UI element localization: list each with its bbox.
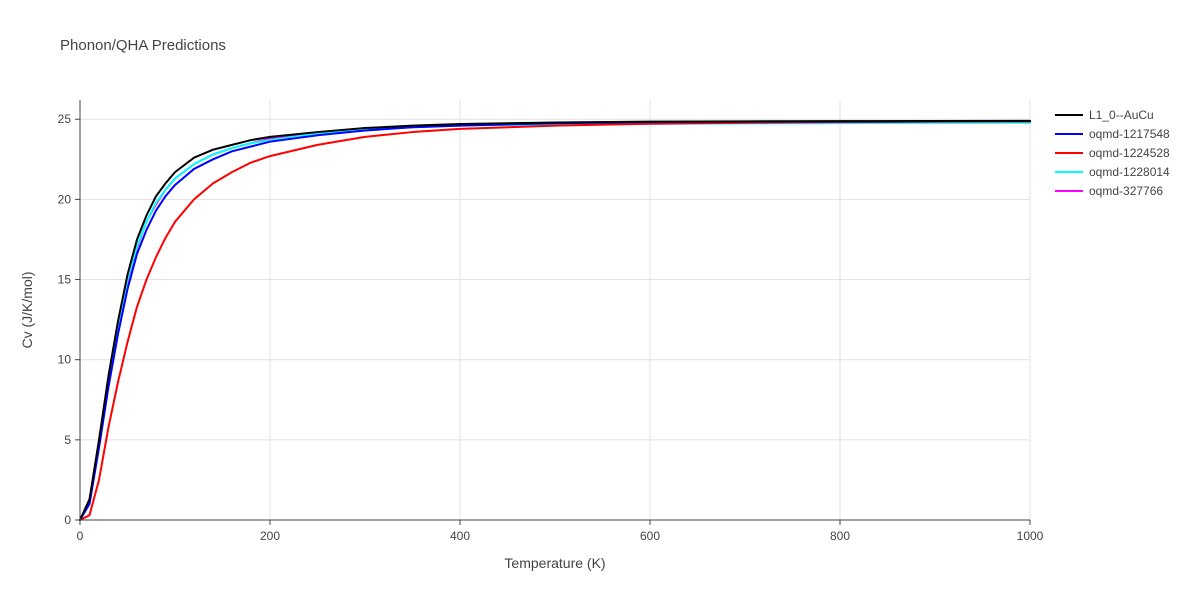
y-tick-label: 5 (64, 433, 71, 447)
x-tick-label: 400 (450, 529, 470, 543)
x-tick-label: 200 (260, 529, 280, 543)
legend-item[interactable]: oqmd-1217548 (1055, 127, 1170, 141)
legend-label: oqmd-327766 (1089, 184, 1163, 198)
legend-item[interactable]: L1_0--AuCu (1055, 108, 1154, 122)
axes (79, 100, 1030, 521)
y-tick-label: 10 (58, 353, 72, 367)
legend[interactable]: L1_0--AuCu oqmd-1217548 oqmd-1224528 oqmd-1… (1055, 108, 1170, 198)
y-tick-label: 20 (58, 192, 72, 206)
x-tick-label: 1000 (1017, 529, 1044, 543)
x-ticks: 0 200 400 600 800 1000 (77, 520, 1044, 543)
grid (80, 100, 1031, 520)
x-axis-title: Temperature (K) (504, 555, 605, 571)
y-axis-title: Cv (J/K/mol) (19, 272, 35, 349)
x-tick-label: 600 (640, 529, 660, 543)
legend-label: oqmd-1228014 (1089, 165, 1170, 179)
y-tick-label: 15 (58, 273, 72, 287)
chart-title: Phonon/QHA Predictions (60, 37, 226, 54)
legend-label: oqmd-1224528 (1089, 146, 1170, 160)
y-tick-label: 25 (58, 112, 72, 126)
legend-item[interactable]: oqmd-1228014 (1055, 165, 1170, 179)
y-tick-label: 0 (64, 513, 71, 527)
legend-item[interactable]: oqmd-1224528 (1055, 146, 1170, 160)
series-line-l1-0-aucu (79, 119, 1031, 521)
series-layer (79, 119, 1031, 521)
legend-label: oqmd-1217548 (1089, 127, 1170, 141)
legend-label: L1_0--AuCu (1089, 108, 1154, 122)
legend-item[interactable]: oqmd-327766 (1055, 184, 1163, 198)
x-tick-label: 800 (830, 529, 850, 543)
x-tick-label: 0 (77, 529, 84, 543)
series-line-oqmd-1224528 (79, 120, 1031, 521)
y-ticks: 0 5 10 15 20 25 (58, 112, 80, 527)
